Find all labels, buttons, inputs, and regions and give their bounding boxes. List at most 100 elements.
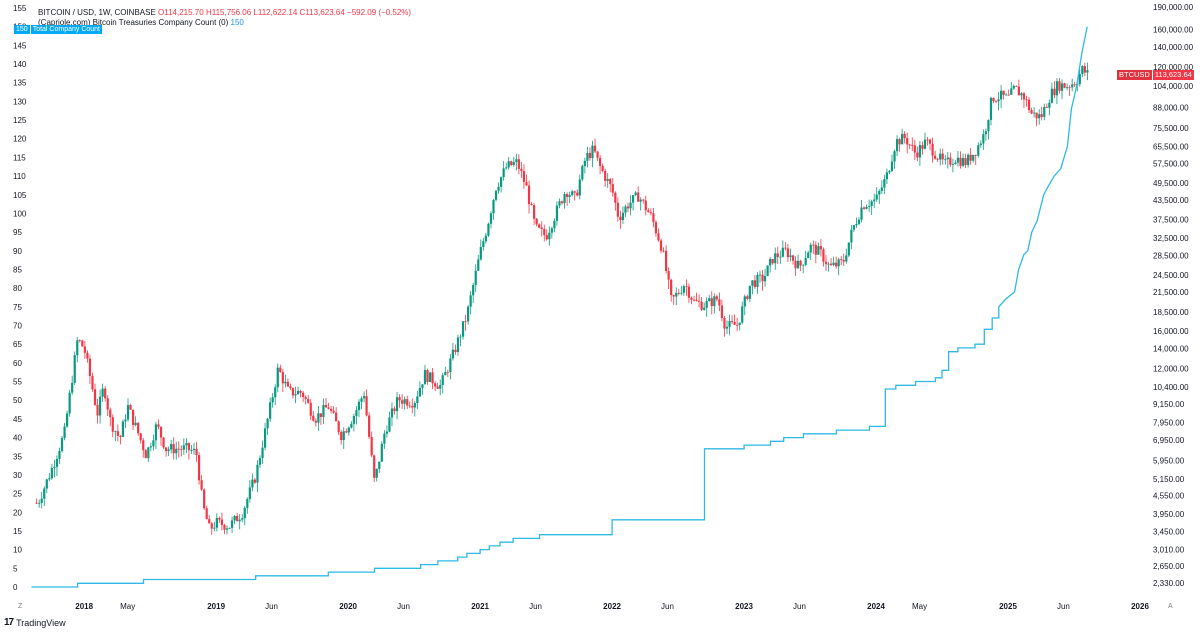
candle — [243, 506, 246, 526]
candle — [1055, 78, 1059, 105]
candle — [715, 294, 718, 302]
left-tick-label: 5 — [13, 564, 18, 573]
candle — [951, 158, 954, 173]
candle — [162, 437, 165, 450]
candle-body — [350, 423, 353, 428]
candle — [106, 395, 109, 417]
candle-body — [60, 438, 64, 451]
candle-body — [1073, 84, 1076, 86]
candle-body — [444, 372, 447, 376]
right-tick-label: 43,500.00 — [1153, 196, 1189, 205]
ohlc-close: C113,623.64 — [299, 8, 345, 17]
candle-body — [423, 370, 427, 385]
candle-body — [741, 306, 744, 323]
candle-body — [76, 340, 79, 356]
candle-body — [1058, 81, 1061, 91]
candle-body — [746, 296, 749, 299]
right-tick-label: 9,150.00 — [1153, 400, 1185, 409]
tradingview-footer[interactable]: 17 TradingView — [4, 617, 66, 628]
candle-body — [299, 391, 302, 393]
candle-body — [865, 206, 868, 209]
candle-body — [720, 305, 724, 319]
candle-body — [840, 259, 843, 261]
candle-body — [137, 422, 140, 434]
candle — [616, 197, 619, 222]
candle-body — [860, 207, 863, 220]
candle-body — [819, 246, 823, 250]
candle-body — [799, 260, 802, 266]
candle — [1071, 78, 1074, 92]
candle-body — [776, 253, 779, 257]
auto-scale-button[interactable]: A — [1168, 603, 1173, 610]
candle-body — [1002, 90, 1005, 96]
candle-body — [309, 402, 312, 416]
candle — [703, 302, 706, 311]
candle — [855, 217, 858, 228]
candle — [91, 372, 94, 392]
candle-body — [383, 433, 386, 444]
candle-body — [649, 212, 652, 214]
candle-body — [195, 448, 198, 456]
candle — [479, 239, 482, 261]
candle — [1002, 90, 1005, 100]
candle-body — [939, 153, 942, 160]
candle — [1050, 82, 1053, 104]
candle — [865, 204, 868, 210]
candle-body — [835, 262, 838, 267]
left-tick-label: 90 — [13, 247, 22, 256]
candle-body — [1017, 86, 1020, 96]
indicator-name[interactable]: (Capriole.com) Bitcoin Treasuries Compan… — [38, 18, 229, 27]
candle — [931, 137, 934, 163]
candle — [774, 247, 777, 270]
candle — [1030, 107, 1033, 115]
candle — [109, 407, 112, 427]
candle — [718, 292, 721, 312]
candle — [83, 341, 86, 359]
candle-body — [697, 300, 701, 302]
candle — [154, 421, 158, 450]
candle-body — [604, 170, 607, 181]
candle — [355, 406, 358, 425]
candle-body — [58, 450, 61, 459]
candle — [246, 497, 249, 514]
price-badge-value: 113,623.64 — [1152, 70, 1194, 80]
right-axis: 2,330.00 2,650.00 3,010.00 3,450.00 3,950.00… — [1153, 3, 1194, 588]
candle-body — [568, 195, 571, 197]
candle-body — [500, 177, 503, 187]
candle-body — [1038, 114, 1041, 119]
candle-body — [794, 260, 797, 269]
candle-body — [362, 396, 366, 399]
candle-body — [555, 205, 559, 221]
candle — [840, 256, 843, 266]
candle-body — [126, 405, 130, 420]
candle-body — [393, 408, 396, 412]
candle-body — [451, 349, 454, 359]
right-tick-label: 14,000.00 — [1153, 344, 1189, 353]
candle — [725, 320, 729, 334]
candle — [88, 355, 92, 384]
candle — [979, 140, 982, 148]
candle-body — [982, 134, 985, 144]
candle-body — [436, 386, 439, 389]
candle-body — [360, 398, 363, 402]
candle — [40, 491, 43, 509]
candle-body — [378, 461, 381, 469]
time-tick-label: Jun — [661, 602, 674, 611]
candle — [611, 177, 614, 197]
candle — [236, 512, 239, 522]
zoom-corner-left[interactable]: Z — [18, 603, 23, 610]
candle — [421, 384, 424, 395]
candle — [190, 444, 193, 454]
candle — [152, 434, 155, 451]
candle — [961, 153, 965, 168]
candle-body — [170, 444, 173, 450]
candle-body — [441, 375, 444, 385]
candle — [936, 157, 939, 163]
candle-body — [807, 252, 810, 259]
left-tick-label: 130 — [13, 97, 27, 106]
candle-body — [1025, 99, 1028, 101]
candle — [697, 294, 701, 308]
candle-body — [913, 145, 916, 153]
candle — [238, 514, 241, 530]
